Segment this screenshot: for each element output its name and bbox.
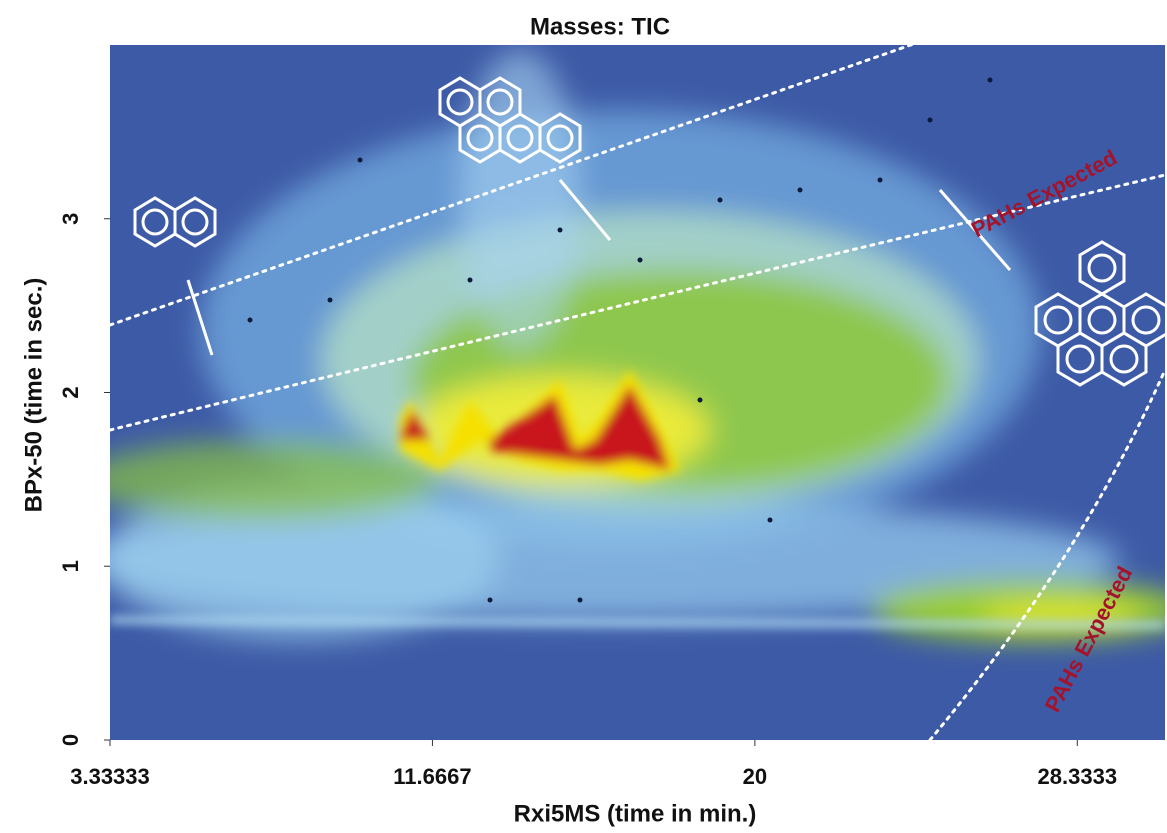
- y-tick-label: 0: [58, 734, 83, 746]
- hot-spots: [110, 370, 1165, 628]
- region-boundaries: [110, 45, 1165, 740]
- x-tick-label: 28.3333: [1038, 764, 1118, 789]
- chart-title: Masses: TIC: [530, 13, 670, 40]
- y-axis-label: BPx-50 (time in sec.): [20, 278, 47, 513]
- x-tick-label: 11.6667: [393, 764, 471, 789]
- heatmap: PAHs Expected PAHs Expected: [110, 45, 1165, 740]
- x-tick-label: 20: [743, 764, 767, 789]
- x-tick-label: 3.33333: [70, 764, 150, 789]
- y-tick-label: 1: [58, 560, 83, 572]
- y-tick-label: 2: [58, 386, 83, 398]
- y-tick-label: 3: [58, 213, 83, 225]
- x-axis-label: Rxi5MS (time in min.): [514, 800, 757, 827]
- molecule-icons: [133, 76, 1165, 387]
- peak-dots: [247, 77, 993, 603]
